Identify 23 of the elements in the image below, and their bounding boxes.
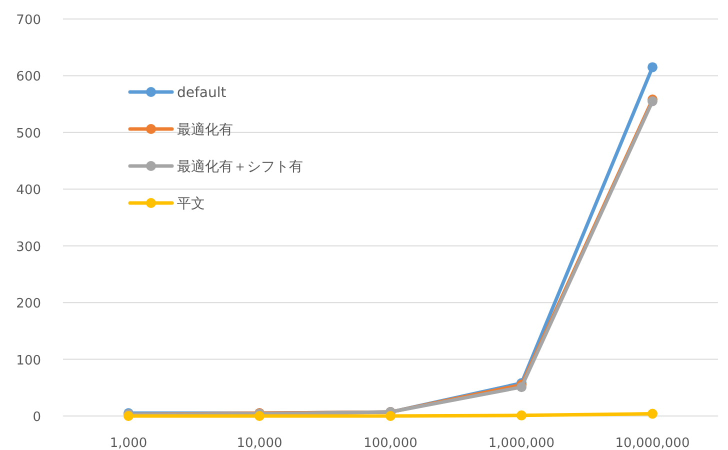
point <box>648 62 658 72</box>
y-tick-label: 700 <box>16 13 41 28</box>
x-tick-label: 100,000 <box>364 436 418 450</box>
point <box>648 408 658 419</box>
x-tick-label: 10,000 <box>236 436 282 450</box>
point <box>516 410 526 420</box>
point <box>386 411 396 421</box>
y-tick-label: 600 <box>16 70 41 85</box>
legend-label: 平文 <box>177 196 205 212</box>
point <box>254 411 264 421</box>
legend-label: 最適化有 <box>177 122 233 138</box>
legend-label: 最適化有＋シフト有 <box>177 159 303 175</box>
y-tick-label: 300 <box>16 240 41 255</box>
y-tick-label: 400 <box>16 183 41 198</box>
x-tick-label: 1,000,000 <box>488 436 555 450</box>
x-tick-label: 1,000 <box>110 436 148 450</box>
point <box>516 382 526 392</box>
legend-label: default <box>177 85 227 101</box>
y-tick-label: 500 <box>16 126 41 142</box>
y-tick-label: 0 <box>32 410 41 425</box>
y-tick-label: 100 <box>16 353 41 368</box>
y-tick-label: 200 <box>16 296 41 312</box>
x-tick-label: 10,000,000 <box>615 436 690 450</box>
